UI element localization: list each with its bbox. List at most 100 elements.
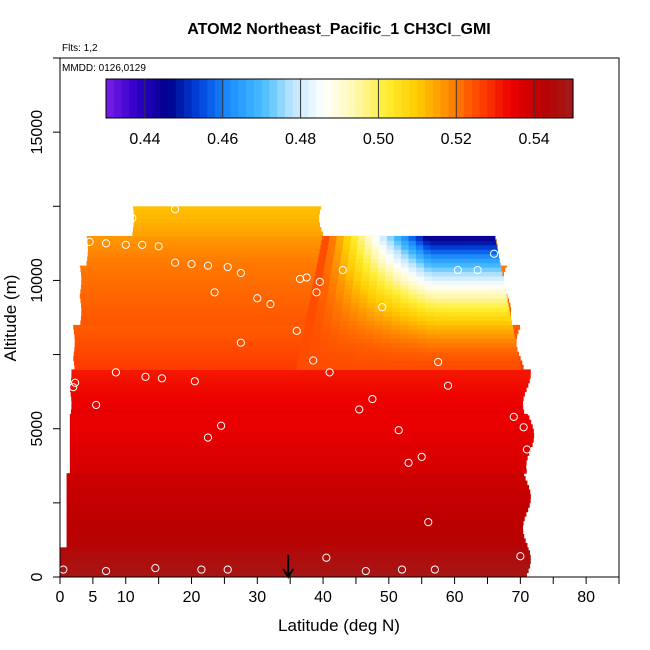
heatmap-cell [390, 360, 400, 366]
heatmap-cell [319, 249, 328, 255]
heatmap-cell [399, 342, 410, 348]
colorbar-swatch [456, 79, 465, 118]
observation-point [154, 242, 163, 251]
colorbar-swatch [106, 79, 115, 118]
heatmap-cell [316, 267, 325, 273]
heatmap-cell [331, 267, 340, 273]
heatmap-cell [332, 311, 342, 317]
heatmap-cell [323, 267, 332, 273]
heatmap-cell [348, 253, 357, 259]
heatmap-cell [459, 311, 469, 317]
heatmap-cell [346, 338, 356, 344]
heatmap-cell [400, 311, 410, 317]
heatmap-cell [364, 338, 374, 344]
heatmap-cell [320, 284, 330, 290]
heatmap-cell [479, 280, 489, 286]
heatmap-cell [66, 493, 531, 499]
heatmap-cell [435, 338, 445, 344]
heatmap-cell [449, 298, 459, 304]
colorbar-swatch [160, 79, 169, 118]
heatmap-cell [318, 293, 328, 299]
heatmap-cell [345, 275, 355, 281]
heatmap-cell [377, 275, 386, 281]
heatmap-cell [439, 262, 448, 268]
heatmap-cell [392, 275, 402, 281]
heatmap-cell [324, 364, 335, 370]
heatmap-cell [400, 262, 410, 268]
heatmap-cell [408, 311, 418, 317]
heatmap-cell [434, 324, 444, 330]
heatmap-cell [482, 360, 493, 366]
heatmap-cell [408, 351, 419, 357]
heatmap-cell [339, 324, 349, 330]
heatmap-cell [372, 342, 383, 348]
heatmap-cell [476, 316, 486, 321]
heatmap-cell [416, 271, 425, 277]
heatmap-cell [343, 360, 354, 366]
colorbar-swatch [323, 79, 333, 118]
observation-point [210, 288, 219, 297]
observation-point [223, 262, 232, 272]
heatmap-cell [327, 289, 337, 295]
observation-point [302, 273, 311, 282]
heatmap-cell [379, 240, 388, 246]
colorbar-swatch [316, 79, 325, 118]
heatmap-cell [486, 271, 495, 277]
heatmap-cell [507, 342, 517, 348]
heatmap-cell [511, 364, 521, 370]
heatmap-cell [423, 244, 432, 250]
heatmap-cell [401, 249, 410, 255]
heatmap-cell [498, 298, 508, 304]
heatmap-cell [69, 455, 528, 461]
heatmap-cell [487, 280, 497, 286]
heatmap-cell [354, 271, 363, 277]
heatmap-cell [465, 289, 474, 295]
heatmap-cell [444, 351, 455, 357]
heatmap-cell [81, 280, 504, 286]
heatmap-cell [308, 351, 319, 357]
heatmap-cell [415, 244, 424, 250]
colorbar-swatch [152, 79, 162, 118]
colorbar-swatch [308, 79, 317, 118]
heatmap-cell [327, 347, 337, 353]
heatmap-cell [87, 247, 498, 253]
heatmap-cell [347, 324, 358, 330]
heatmap-cell [448, 280, 457, 286]
heatmap-cell [492, 262, 501, 268]
heatmap-cell [417, 324, 427, 330]
heatmap-cell [494, 271, 503, 277]
heatmap-cell [345, 347, 355, 353]
heatmap-cell [309, 298, 319, 304]
heatmap-cell [408, 293, 418, 299]
heatmap-cell [408, 235, 417, 241]
heatmap-cell [326, 351, 337, 357]
x-tick-label: 0 [56, 589, 65, 606]
heatmap-cell [445, 249, 454, 255]
observation-point [522, 445, 532, 454]
heatmap-cell [491, 302, 501, 308]
heatmap-cell [340, 316, 350, 321]
heatmap-cell [332, 258, 341, 264]
heatmap-cell [365, 235, 374, 241]
heatmap-cell [74, 333, 518, 339]
heatmap-cell [408, 338, 418, 344]
heatmap-cell [408, 258, 417, 264]
heatmap-cell [364, 244, 373, 250]
heatmap-cell [426, 347, 437, 353]
heatmap-cell [69, 428, 534, 434]
heatmap-cell [337, 280, 346, 286]
heatmap-cell [74, 347, 518, 353]
heatmap-cell [60, 550, 530, 556]
heatmap-cell [468, 316, 478, 321]
heatmap-cell [452, 240, 460, 246]
x-tick-label: 40 [314, 589, 332, 606]
heatmap-cell [364, 249, 372, 255]
heatmap-cell [385, 271, 394, 277]
chart-title: ATOM2 Northeast_Pacific_1 CH3Cl_GMI [187, 21, 491, 38]
heatmap-cell [426, 333, 436, 339]
observation-point [355, 405, 364, 414]
colorbar-swatch [401, 79, 411, 118]
observation-point [424, 518, 433, 527]
heatmap-cell [354, 267, 363, 273]
heatmap-cell [408, 275, 417, 281]
